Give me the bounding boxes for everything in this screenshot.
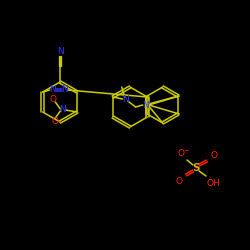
Text: +: + xyxy=(146,100,151,104)
Text: O: O xyxy=(52,118,59,126)
Text: S: S xyxy=(192,163,200,173)
Text: −: − xyxy=(184,148,189,152)
Text: N: N xyxy=(56,48,64,56)
Text: O: O xyxy=(178,148,184,158)
Text: −: − xyxy=(56,118,61,124)
Text: N: N xyxy=(49,86,56,94)
Text: O: O xyxy=(210,150,218,160)
Text: N: N xyxy=(142,100,149,110)
Text: O: O xyxy=(176,176,182,186)
Text: N: N xyxy=(59,106,66,114)
Text: OH: OH xyxy=(206,178,220,188)
Text: +: + xyxy=(62,105,68,110)
Text: O: O xyxy=(50,94,57,104)
Text: N: N xyxy=(122,94,129,104)
Text: N: N xyxy=(61,86,68,94)
